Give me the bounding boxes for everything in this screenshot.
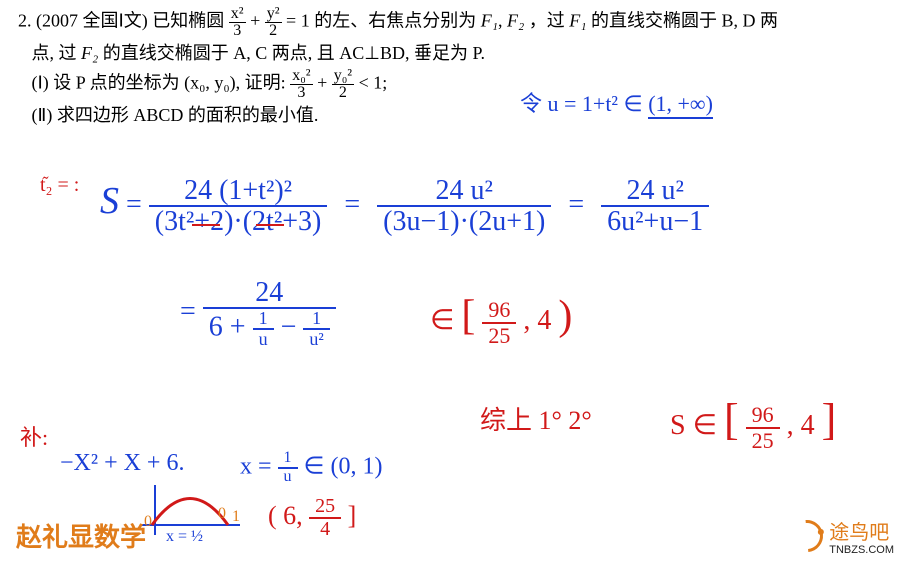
aux-x: x = 1 u ∈ (0, 1) bbox=[240, 450, 382, 486]
aux-range: ( 6, 25 4 ] bbox=[268, 496, 356, 540]
watermark-right: 途鸟吧 TNBZS.COM bbox=[791, 516, 894, 556]
aux-label: 补: bbox=[20, 420, 48, 452]
underline-1 bbox=[192, 224, 220, 226]
label-t2: t᷉₂ = : bbox=[40, 174, 79, 197]
area-derivation-2: = 24 6 + 1 u − 1 u² bbox=[180, 278, 336, 349]
watermark-left: 赵礼显数学 bbox=[16, 517, 146, 554]
aux-poly: −X² + X + 6. bbox=[60, 450, 184, 477]
problem-number: 2. bbox=[18, 11, 32, 31]
area-derivation-1: S = 24 (1+t²)² (3t²+2)·(2t²+3) = 24 u² (… bbox=[100, 176, 709, 237]
logo-icon bbox=[785, 513, 830, 558]
p-frac-2: y₀² 2 bbox=[332, 68, 354, 101]
final-range: S ∈ [ 96 25 , 4 ] bbox=[670, 394, 836, 452]
pt-o2: 0 bbox=[218, 505, 226, 523]
problem-text: 2. (2007 全国Ⅰ文) 已知椭圆 x² 3 + y² 2 = 1 的左、右… bbox=[18, 6, 878, 130]
x-half: x = ½ bbox=[166, 528, 203, 546]
range-s: ∈ [ 96 25 , 4 ) bbox=[430, 292, 572, 347]
ellipse-frac-2: y² 2 bbox=[265, 6, 282, 39]
p-frac-1: x₀² 3 bbox=[290, 68, 312, 101]
pt-one: 1 bbox=[232, 508, 240, 526]
conclusion-label: 综上 1° 2° bbox=[480, 400, 592, 437]
ellipse-frac-1: x² 3 bbox=[229, 6, 246, 39]
substitution-u: 令 u = 1+t² ∈ (1, +∞) bbox=[520, 86, 713, 119]
problem-source: (2007 全国Ⅰ文) bbox=[36, 11, 148, 31]
underline-2 bbox=[256, 224, 284, 226]
